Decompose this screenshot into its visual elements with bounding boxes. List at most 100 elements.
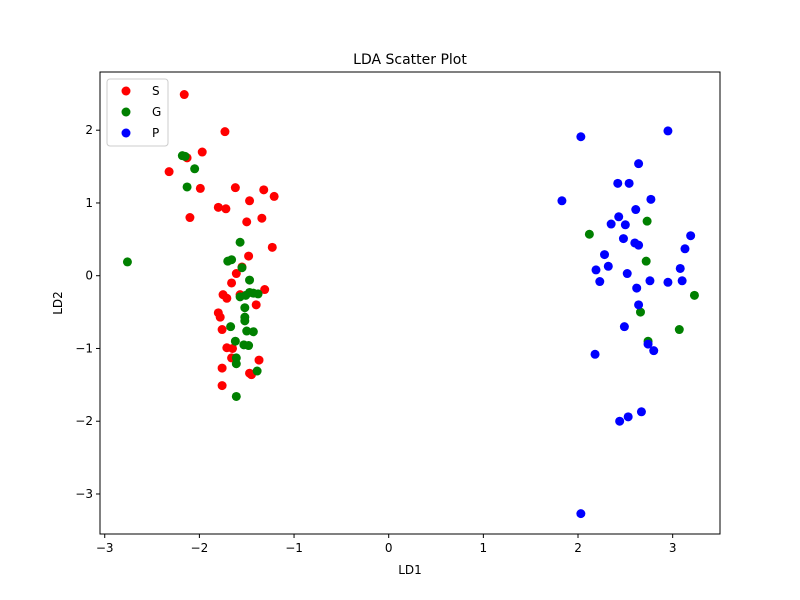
data-point [595,277,605,287]
y-tick-label: −1 [75,341,93,355]
data-point [591,265,601,275]
data-point [245,196,255,206]
data-point [182,182,192,192]
legend-marker-P [121,128,131,138]
data-point [240,316,250,326]
data-point [631,205,641,215]
data-point [636,407,646,417]
data-point [584,229,594,239]
data-point [613,178,623,188]
data-point [253,289,263,299]
data-points [122,90,699,519]
data-point [231,359,241,369]
data-point [244,341,254,351]
data-point [180,151,190,161]
data-point [245,275,255,285]
x-tick-label: −2 [191,541,209,555]
axes-frame [99,71,721,535]
data-point [603,261,613,271]
x-tick-label: −1 [285,541,303,555]
data-point [230,336,240,346]
data-point [179,90,189,100]
data-point [257,213,267,223]
data-point [227,255,237,265]
plot-area [100,72,720,534]
data-point [240,303,250,313]
data-point [576,509,586,519]
data-point [231,269,241,279]
data-point [646,194,656,204]
data-point [677,276,687,286]
data-point [675,263,685,273]
data-point [190,164,200,174]
data-point [680,244,690,254]
data-point [185,213,195,223]
data-point [215,312,225,322]
data-point [217,381,227,391]
data-point [643,339,653,349]
data-point [576,132,586,142]
data-point [221,204,231,214]
data-point [606,219,616,229]
data-point [231,391,241,401]
data-point [635,307,645,317]
data-point [663,277,673,287]
data-point [227,278,237,288]
data-point [641,256,651,266]
x-axis-ticks: −3 −2 −1 0 1 2 3 [96,534,677,555]
y-tick-label: 1 [85,196,93,210]
y-axis-ticks: −3 −2 −1 0 1 2 [75,123,100,501]
x-axis-label: LD1 [398,563,422,577]
series-S [164,90,279,391]
data-point [649,346,659,356]
legend: SGP [106,78,169,147]
data-point [600,250,610,260]
data-point [620,220,630,230]
data-point [634,159,644,169]
y-axis-label: LD2 [51,291,65,315]
data-point [228,343,238,353]
series-P [557,126,696,519]
data-point [220,127,230,137]
x-tick-label: 0 [385,541,393,555]
data-point [217,363,227,373]
data-point [241,290,251,300]
legend-box [106,78,169,147]
data-point [614,212,624,222]
y-tick-label: −3 [75,487,93,501]
data-point [242,217,252,227]
y-tick-label: 0 [85,269,93,283]
data-point [244,251,254,261]
data-point [252,366,262,376]
legend-label-S: S [152,84,160,98]
data-point [645,276,655,286]
data-point [674,325,684,335]
data-point [195,183,205,193]
data-point [237,263,247,273]
data-point [226,322,236,332]
data-point [164,167,174,177]
data-point [251,300,261,310]
data-point [259,185,269,195]
x-tick-label: 3 [669,541,677,555]
legend-label-G: G [152,105,161,119]
data-point [242,326,252,336]
data-point [254,355,264,365]
data-point [197,147,207,157]
data-point [122,257,132,267]
legend-marker-G [121,107,131,117]
legend-marker-S [121,86,131,96]
legend-label-P: P [152,126,159,140]
data-point [623,412,633,422]
data-point [619,322,629,332]
data-point [634,300,644,310]
x-tick-label: 2 [574,541,582,555]
data-point [267,242,277,252]
x-tick-label: −3 [96,541,114,555]
data-point [248,327,258,337]
data-point [222,293,232,303]
data-point [590,349,600,359]
data-point [686,231,696,241]
chart-title: LDA Scatter Plot [353,52,467,68]
